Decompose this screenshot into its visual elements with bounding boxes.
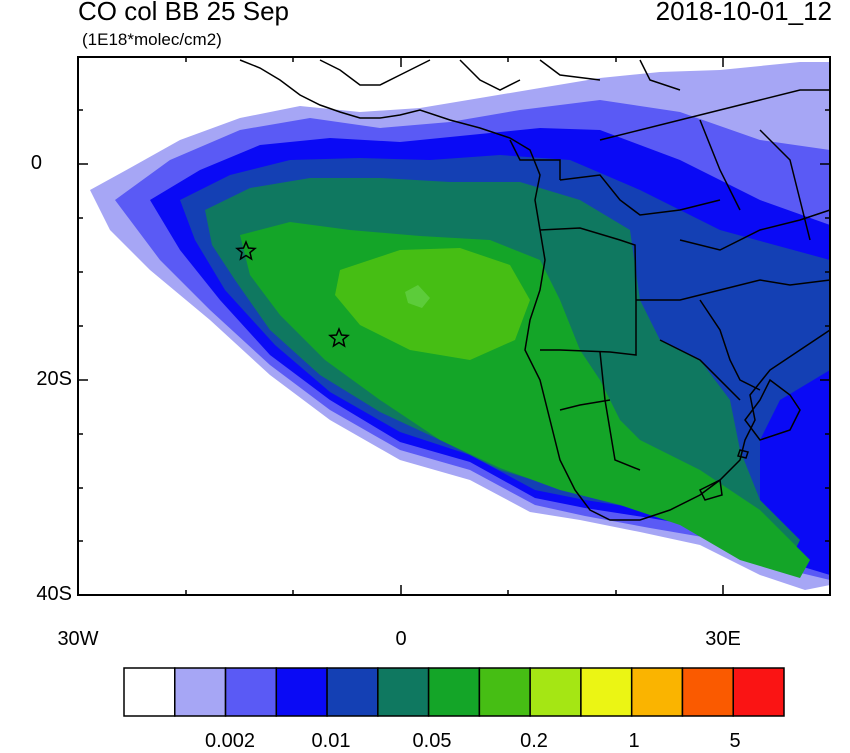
units-label: (1E18*molec/cm2) xyxy=(82,30,222,49)
colorbar-swatch xyxy=(732,667,785,717)
plume-layer-7 xyxy=(335,248,530,360)
x-tick-label-30w: 30W xyxy=(57,628,99,650)
colorbar-swatch xyxy=(681,667,734,717)
y-tick-label-20s: 20S xyxy=(36,368,72,390)
star-marker xyxy=(235,240,257,261)
colorbar-swatch xyxy=(377,667,430,717)
y-axis-ticks xyxy=(78,109,830,596)
colorbar-swatch xyxy=(478,667,531,717)
colorbar-swatch xyxy=(630,667,684,717)
star-marker xyxy=(328,327,350,348)
colorbar-label-0.01: 0.01 xyxy=(311,730,351,752)
chart-title: CO col BB 25 Sep xyxy=(78,0,289,26)
colorbar-swatch xyxy=(427,667,481,717)
country-borders xyxy=(239,59,831,521)
colorbar-swatch xyxy=(123,667,176,717)
colorbar-swatch xyxy=(580,667,633,717)
plume-layer-8 xyxy=(405,285,430,308)
colorbar-swatch xyxy=(529,667,582,717)
y-tick-label-0: 0 xyxy=(30,152,42,174)
x-tick-label-0: 0 xyxy=(395,628,407,650)
colorbar-swatch xyxy=(326,667,379,717)
y-tick-label-40s: 40S xyxy=(36,583,72,605)
colorbar-swatch xyxy=(174,667,227,717)
datetime-label: 2018-10-01_12 xyxy=(655,0,832,26)
x-tick-label-30e: 30E xyxy=(705,628,741,650)
colorbar-label-0.002: 0.002 xyxy=(204,730,256,752)
x-axis-ticks xyxy=(77,57,724,595)
colorbar xyxy=(123,667,785,717)
colorbar-label-1: 1 xyxy=(628,730,640,752)
colorbar-label-0.2: 0.2 xyxy=(520,730,548,752)
colorbar-swatch xyxy=(224,667,278,717)
colorbar-label-5: 5 xyxy=(729,730,741,752)
colorbar-label-0.05: 0.05 xyxy=(412,730,452,752)
colorbar-swatch xyxy=(275,667,328,717)
